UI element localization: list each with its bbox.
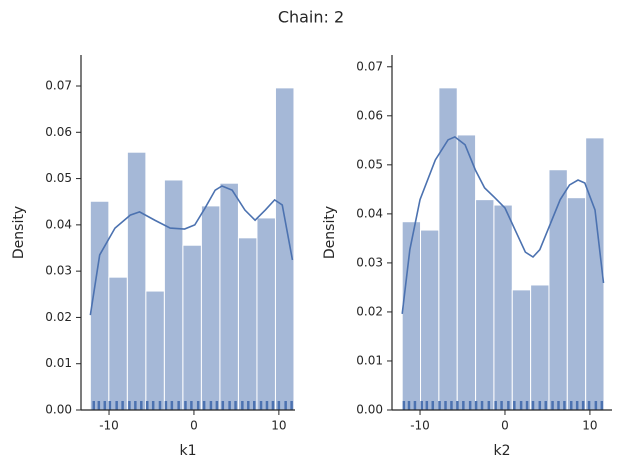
bar (438, 87, 458, 411)
bar (493, 204, 513, 411)
x-axis-label: k2 (493, 443, 510, 459)
y-tick-label: 0.03 (356, 255, 383, 269)
y-tick-label: 0.07 (45, 79, 72, 93)
y-axis-label: Density (322, 206, 338, 259)
y-axis-label: Density (11, 206, 27, 259)
y-tick-label: 0.06 (45, 125, 72, 139)
y-tick-label: 0.00 (45, 403, 72, 417)
bar (237, 237, 258, 411)
x-tick-label: 0 (501, 419, 509, 433)
y-tick-label: 0.05 (45, 171, 72, 185)
x-tick-label: 10 (271, 419, 286, 433)
y-tick-label: 0.02 (45, 310, 72, 324)
figure-title: Chain: 2 (278, 8, 344, 27)
x-axis-label: k1 (179, 443, 196, 459)
y-tick-label: 0.04 (356, 206, 383, 220)
bar (401, 221, 422, 411)
kde-line (401, 135, 605, 314)
y-tick-label: 0.05 (356, 157, 383, 171)
y-tick-label: 0.03 (45, 264, 72, 278)
bar (511, 289, 532, 411)
y-tick-label: 0.01 (45, 356, 72, 370)
x-tick-label: -10 (99, 419, 119, 433)
bar (145, 290, 165, 411)
bar (256, 217, 276, 411)
bar (200, 205, 221, 411)
x-tick-label: 10 (582, 419, 597, 433)
bar (163, 179, 184, 411)
bar (182, 244, 202, 411)
bar (566, 197, 587, 411)
bar (456, 134, 477, 411)
kde-line (89, 185, 294, 316)
y-tick-label: 0.01 (356, 353, 383, 367)
bar (89, 200, 110, 411)
bar (219, 182, 239, 411)
bar (420, 229, 440, 411)
y-tick-label: 0.06 (356, 108, 383, 122)
bar (126, 151, 147, 411)
y-tick-label: 0.04 (45, 217, 72, 231)
y-tick-label: 0.07 (356, 59, 383, 73)
y-tick-label: 0.02 (356, 304, 383, 318)
bar (475, 199, 495, 411)
bar (530, 284, 550, 411)
bar (108, 276, 128, 411)
x-tick-label: -10 (410, 419, 430, 433)
bar (585, 137, 605, 411)
x-tick-label: 0 (190, 419, 198, 433)
y-tick-label: 0.00 (356, 403, 383, 417)
